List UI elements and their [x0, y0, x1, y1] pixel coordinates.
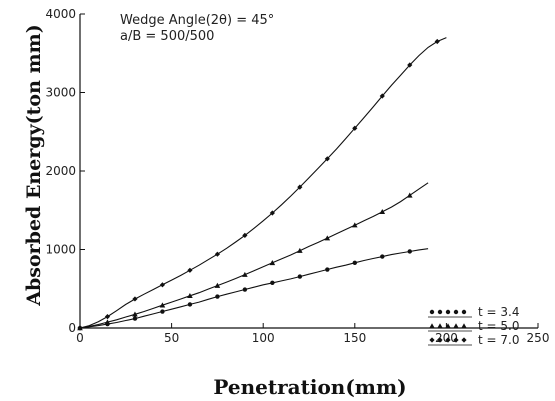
- x-tick-label-100: 100: [252, 331, 275, 345]
- legend-symbol-1-0: [429, 323, 435, 329]
- series-0-point-24: [297, 274, 303, 279]
- series-2-point-24: [297, 184, 303, 190]
- series-2-point-6: [132, 296, 138, 302]
- legend-marker-circle: [428, 309, 472, 318]
- series-1-point-33: [379, 209, 386, 215]
- series-2-point-39: [434, 38, 440, 45]
- x-tick-label-50: 50: [164, 331, 179, 345]
- series-1-point-18: [242, 271, 248, 277]
- series-0-point-30: [352, 260, 357, 266]
- x-tick-label-200: 200: [435, 331, 458, 345]
- legend-symbol-2-2: [445, 337, 451, 343]
- legend-symbol-0-1: [437, 309, 443, 315]
- series-1-point-12: [187, 293, 193, 299]
- legend-symbol-0-3: [453, 309, 459, 315]
- legend-symbol-2-1: [437, 337, 443, 343]
- series-2-point-21: [269, 210, 275, 216]
- series-0-point-6: [132, 316, 138, 321]
- plot-area: 0 50 100 150 200 250 0 1000 2000 3000 4000: [45, 7, 549, 345]
- x-tick-label-150: 150: [343, 331, 366, 345]
- y-tick-label-2000: 2000: [45, 164, 76, 178]
- series-2-point-27: [324, 156, 330, 162]
- series-2-point-15: [214, 251, 220, 257]
- series-0-point-15: [215, 294, 220, 299]
- series-1-point-6: [132, 311, 138, 317]
- legend-symbol-0-2: [445, 309, 451, 315]
- series-0-point-36: [407, 249, 412, 254]
- series-0-point-18: [242, 287, 248, 292]
- annotation-ratio: a/B = 500/500: [120, 29, 214, 44]
- series-1-point-3: [104, 319, 111, 325]
- series-2-point-30: [352, 125, 358, 131]
- legend-symbol-0-0: [429, 309, 435, 315]
- series-0-point-21: [270, 280, 275, 286]
- series-2-point-33: [379, 93, 385, 99]
- series-1-point-36: [406, 192, 413, 198]
- series-0-point-33: [380, 254, 385, 259]
- series-0-point-9: [160, 309, 165, 314]
- y-axis-title: Absorbed Energy(ton mm): [23, 24, 45, 306]
- series-2-point-3: [104, 314, 111, 320]
- legend-label-t70: t = 7.0: [478, 333, 519, 347]
- legend-label-t50: t = 5.0: [478, 319, 519, 333]
- legend-marker-diamond: [428, 337, 472, 346]
- series-1-point-9: [159, 302, 166, 308]
- y-tick-label-4000: 4000: [45, 7, 76, 21]
- series-0-point-12: [187, 302, 193, 307]
- x-tick-label-250: 250: [527, 331, 550, 345]
- series-1-point-27: [324, 235, 331, 241]
- legend-symbol-2-0: [429, 337, 435, 343]
- series-line-0: [79, 248, 429, 329]
- legend-label-t34: t = 3.4: [478, 305, 519, 319]
- y-tick-label-3000: 3000: [45, 86, 76, 100]
- legend-symbol-2-3: [453, 337, 459, 343]
- series-2-point-12: [187, 267, 193, 273]
- series-1-point-15: [214, 282, 221, 288]
- legend-symbol-1-3: [453, 323, 459, 329]
- series-1-point-30: [352, 222, 358, 228]
- legend-marker-triangle: [428, 323, 472, 332]
- series-1-point-24: [297, 247, 303, 253]
- series-line-1: [79, 182, 429, 329]
- y-tick-label-1000: 1000: [45, 243, 76, 257]
- legend-item-t34: t = 3.4: [428, 305, 519, 319]
- x-tick-label-0: 0: [76, 331, 84, 345]
- series-2-point-9: [159, 282, 166, 288]
- series-2-point-36: [407, 62, 413, 68]
- series-1-point-21: [269, 260, 276, 266]
- series-0-point-27: [325, 267, 330, 272]
- legend: t = 3.4 t = 5.0 t = 7.0: [428, 305, 519, 347]
- series-2-point-18: [242, 232, 248, 238]
- legend-symbol-1-4: [461, 323, 467, 329]
- y-tick-label-0: 0: [68, 321, 76, 335]
- legend-item-t50: t = 5.0: [428, 319, 519, 333]
- legend-item-t70: t = 7.0: [428, 333, 519, 347]
- annotation-wedge-angle: Wedge Angle(2θ) = 45°: [120, 13, 274, 28]
- legend-symbol-0-4: [461, 309, 467, 315]
- series-line-2: [79, 37, 447, 329]
- legend-symbol-2-4: [461, 337, 467, 343]
- series-2-point-0: [77, 325, 83, 331]
- legend-symbol-1-2: [445, 323, 451, 329]
- legend-symbol-1-1: [437, 323, 443, 329]
- x-axis-title: Penetration(mm): [213, 375, 406, 399]
